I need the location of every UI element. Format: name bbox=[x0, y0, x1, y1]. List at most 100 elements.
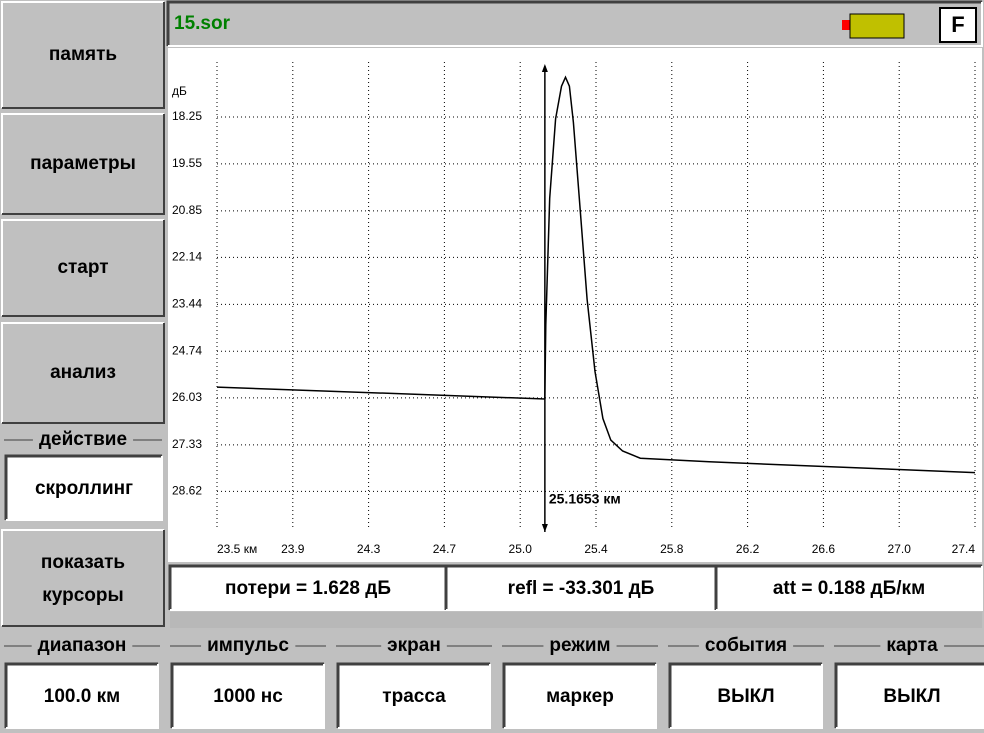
group-label: импульс bbox=[207, 635, 289, 656]
result: потери = 1.628 дБ bbox=[225, 578, 391, 599]
trace bbox=[216, 75, 976, 474]
label-bg bbox=[32, 429, 134, 451]
status-strip bbox=[170, 612, 982, 628]
bevel-dark bbox=[2, 2, 165, 109]
label-bg bbox=[201, 635, 296, 657]
y-tick-label: 26.03 bbox=[172, 390, 202, 404]
menu-button-label: параметры bbox=[30, 153, 136, 174]
bevel-dark bbox=[668, 662, 822, 728]
param-value: ВЫКЛ bbox=[883, 686, 940, 707]
menu-button-label: память bbox=[49, 44, 117, 65]
cursor-label: 25.1653 км bbox=[549, 491, 621, 507]
bevel-dark bbox=[170, 662, 324, 728]
label-bg bbox=[543, 635, 617, 657]
action-value-box[interactable] bbox=[6, 456, 162, 520]
show-cursors-label: курсоры bbox=[42, 585, 123, 606]
bevel-light bbox=[1, 529, 164, 626]
bevel-light bbox=[1, 1, 164, 108]
x-tick-label: 27.4 bbox=[952, 542, 976, 556]
level-red bbox=[842, 20, 850, 30]
bevel-dark bbox=[444, 564, 716, 610]
cursor-arrow bbox=[541, 524, 548, 532]
y-tick-label: 24.74 bbox=[172, 343, 202, 357]
x-tick-label: 24.3 bbox=[357, 542, 381, 556]
y-tick-label: 27.33 bbox=[172, 437, 202, 451]
f-indicator: F bbox=[951, 12, 964, 37]
bevel-light bbox=[1, 113, 164, 214]
result: refl = -33.301 дБ bbox=[508, 578, 655, 599]
bevel-dark bbox=[502, 662, 656, 728]
menu-button-label: анализ bbox=[50, 362, 116, 383]
show-cursors-button[interactable] bbox=[2, 530, 164, 626]
bevel-light bbox=[172, 664, 325, 729]
menu-button[interactable] bbox=[2, 114, 164, 214]
cursor-arrow bbox=[541, 64, 548, 72]
result-box bbox=[170, 566, 446, 610]
param-value-box[interactable] bbox=[338, 664, 490, 728]
bevel-dark bbox=[2, 114, 165, 215]
label-bg bbox=[880, 635, 945, 657]
label-bg bbox=[698, 635, 794, 657]
bevel-dark bbox=[166, 0, 982, 46]
label-bg bbox=[381, 635, 447, 657]
menu-button-label: старт bbox=[57, 257, 108, 278]
param-value-box[interactable] bbox=[172, 664, 324, 728]
level-bar bbox=[849, 13, 905, 39]
bevel-dark bbox=[834, 662, 984, 728]
file-name: 15.sor bbox=[174, 13, 231, 34]
x-tick-label: 27.0 bbox=[888, 542, 912, 556]
menu-button[interactable] bbox=[2, 323, 164, 423]
param-value: 1000 нс bbox=[213, 686, 283, 707]
group-label: действие bbox=[39, 429, 127, 450]
label-bg bbox=[31, 635, 133, 657]
group-label: режим bbox=[549, 635, 610, 656]
result-box bbox=[716, 566, 982, 610]
param-value-box[interactable] bbox=[504, 664, 656, 728]
x-tick-label: 24.7 bbox=[433, 542, 457, 556]
bevel-dark bbox=[714, 564, 982, 610]
bevel-light bbox=[6, 456, 163, 521]
param-value: трасса bbox=[382, 686, 446, 707]
param-value-box[interactable] bbox=[836, 664, 984, 728]
show-cursors-label: показать bbox=[41, 552, 125, 573]
bevel-dark bbox=[336, 662, 490, 728]
bevel-light bbox=[670, 664, 823, 729]
group-label: экран bbox=[387, 635, 441, 656]
param-value-box[interactable] bbox=[6, 664, 158, 728]
menu-button[interactable] bbox=[2, 220, 164, 316]
x-tick-label: 25.0 bbox=[509, 542, 533, 556]
param-value: маркер bbox=[546, 686, 614, 707]
bevel-light bbox=[504, 664, 657, 729]
bevel-light bbox=[1, 219, 164, 316]
y-tick-label: 18.25 bbox=[172, 109, 202, 123]
bevel-light bbox=[6, 664, 159, 729]
result-box bbox=[446, 566, 716, 610]
bevel-dark bbox=[2, 220, 165, 317]
param-value: ВЫКЛ bbox=[717, 686, 774, 707]
bevel-dark bbox=[4, 662, 158, 728]
group-label: события bbox=[705, 635, 787, 656]
y-tick-label: 28.62 bbox=[172, 484, 202, 498]
x-tick-label: 25.8 bbox=[660, 542, 684, 556]
bevel-light bbox=[716, 566, 983, 611]
x-tick-label: 26.6 bbox=[812, 542, 836, 556]
y-tick-label: 20.85 bbox=[172, 203, 202, 217]
bevel-light bbox=[338, 664, 491, 729]
y-tick-label: 22.14 bbox=[172, 250, 202, 264]
x-tick-label: 26.2 bbox=[736, 542, 760, 556]
bevel-dark bbox=[2, 530, 165, 627]
param-value-box[interactable] bbox=[670, 664, 822, 728]
y-tick-label: 23.44 bbox=[172, 297, 202, 311]
param-value: 100.0 км bbox=[44, 686, 120, 707]
y-axis-label: дБ bbox=[172, 84, 187, 98]
action-value: скроллинг bbox=[35, 478, 133, 499]
group-label: диапазон bbox=[38, 635, 127, 656]
bevel-light bbox=[836, 727, 984, 729]
x-tick-label: 25.4 bbox=[584, 542, 608, 556]
menu-button[interactable] bbox=[2, 2, 164, 108]
bevel-dark bbox=[168, 564, 446, 610]
x-tick-label: 23.9 bbox=[281, 542, 305, 556]
bevel-light bbox=[168, 2, 983, 47]
result: att = 0.188 дБ/км bbox=[773, 578, 925, 599]
